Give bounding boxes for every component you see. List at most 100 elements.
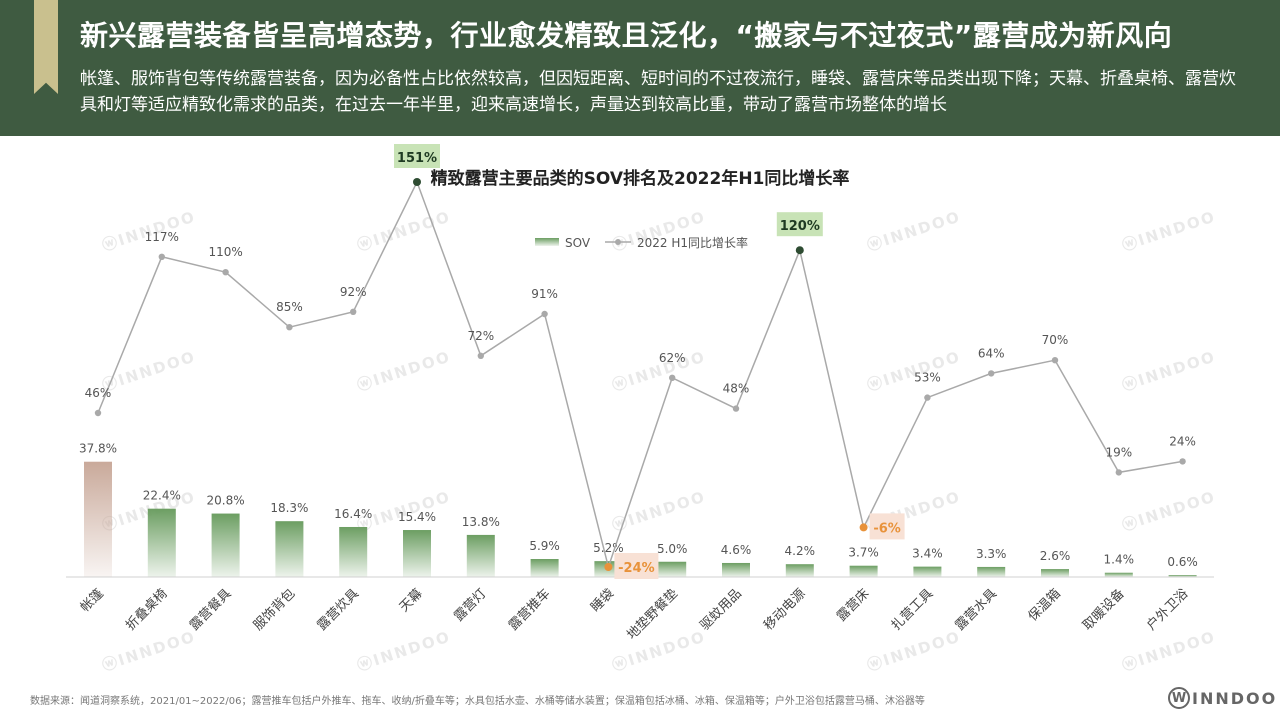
x-tick-label: 保温箱 [1025,586,1064,625]
x-tick-label: 服饰背包 [251,586,298,633]
growth-point [477,352,484,359]
growth-point-label: 72% [467,329,494,343]
sov-bar [722,562,750,577]
growth-point [732,405,740,412]
sov-bar [530,559,559,577]
growth-highlight-box [869,513,905,540]
x-tick-label: 露营水具 [953,586,1000,633]
x-tick-label: 移动电源 [761,586,808,633]
sov-bar-label: 4.6% [721,543,752,557]
sov-bar-label: 3.4% [912,547,943,561]
x-tick-label: 折叠桌椅 [123,586,170,633]
growth-highlight-box [776,212,823,237]
sov-bar [913,566,942,577]
growth-point [222,269,229,276]
data-source-note: 数据来源：闻道洞察系统，2021/01~2022/06；露营推车包括户外推车、拖… [30,696,925,707]
growth-point [1115,469,1123,476]
sov-bar-label: 37.8% [79,442,117,456]
x-tick-label: 帐篷 [78,586,107,615]
sov-bar [403,530,431,577]
x-tick-label: 户外卫浴 [1143,586,1191,634]
sov-bar-label: 0.6% [1167,555,1198,569]
growth-point-label: 46% [85,386,112,400]
legend-growth-marker [615,239,621,245]
sov-bar-label: 3.7% [848,546,879,560]
x-tick-label: 取暖设备 [1080,586,1128,634]
page-title: 新兴露营装备皆呈高增态势，行业愈发精致且泛化，“搬家与不过夜式”露营成为新风向 [80,19,1173,52]
growth-point [286,324,293,331]
growth-highlight-box [394,144,440,168]
sov-bar [147,508,176,577]
growth-point [1179,458,1186,465]
sov-bar-label: 2.6% [1040,549,1071,563]
x-tick-label: 露营餐具 [186,586,234,634]
growth-point [988,370,995,377]
sov-bar-label: 16.4% [334,507,372,521]
bookmark-ribbon-icon [34,0,58,94]
growth-point [924,394,931,401]
sov-bar-label: 5.0% [657,542,688,556]
growth-point-label: -24% [618,561,655,576]
x-tick-label: 天幕 [397,586,426,615]
growth-point [604,563,613,571]
growth-point-label: 85% [276,300,303,314]
growth-point [541,310,548,318]
growth-point-label: 62% [659,351,686,365]
sov-bar [211,513,240,577]
sov-bar-label: 20.8% [207,494,245,508]
growth-highlight-box [614,553,659,579]
sov-bar [1168,575,1197,577]
growth-point [350,308,357,315]
sov-bar-label: 22.4% [143,489,181,503]
growth-point-label: -6% [873,521,900,536]
x-tick-label: 露营推车 [505,586,553,634]
growth-point [859,523,868,532]
sov-bar-label: 13.8% [462,515,500,529]
x-tick-label: 地垫野餐垫 [624,586,681,643]
x-tick-label: 露营炊具 [315,586,362,633]
x-tick-label: 扎营工具 [889,586,936,633]
sov-bar [339,526,368,577]
x-tick-label: 驱蚊用品 [697,586,744,633]
growth-point-label: 151% [397,151,437,166]
sov-bar-label: 3.3% [976,547,1007,561]
sov-bar [1041,569,1069,577]
x-tick-label: 露营床 [834,586,872,624]
x-tick-label: 睡袋 [588,586,617,615]
sov-bar-label: 1.4% [1104,553,1135,567]
legend-sov-label: SOV [565,236,591,250]
growth-point-label: 64% [978,346,1005,360]
page-subtitle: 帐篷、服饰背包等传统露营装备，因为必备性占比依然较高，但因短距离、短时间的不过夜… [80,69,1236,115]
growth-point [1051,357,1059,364]
brand-logo: W INNDOO [1168,684,1277,712]
growth-point-label: 110% [208,245,242,259]
legend-growth-label: 2022 H1同比增长率 [637,235,748,250]
sov-bar [466,534,495,577]
growth-point-label: 24% [1169,434,1196,448]
sov-bar-label: 5.9% [529,539,560,553]
growth-point [795,246,804,255]
growth-point [413,178,421,186]
growth-line [97,180,1183,570]
growth-point-label: 92% [340,285,367,299]
chart-title: 精致露营主要品类的SOV排名及2022年H1同比增长率 [430,169,850,189]
sov-bar-label: 15.4% [398,510,436,524]
growth-point-label: 19% [1105,445,1132,459]
growth-point-label: 48% [723,382,750,396]
sov-bar [1104,572,1133,577]
sov-bar [84,461,112,577]
growth-point [669,374,676,381]
sov-bar [658,561,687,577]
growth-point-label: 91% [531,287,558,301]
header-banner: 新兴露营装备皆呈高增态势，行业愈发精致且泛化，“搬家与不过夜式”露营成为新风向 … [0,0,1280,136]
brand-name: INNDOO [1192,688,1278,708]
brand-mark-icon: W [1168,687,1190,709]
sov-bar-label: 18.3% [270,501,308,515]
x-tick-label: 露营灯 [451,586,489,624]
growth-point-label: 120% [780,219,820,234]
sov-bar [977,566,1006,577]
legend-sov-swatch [535,238,559,246]
sov-bar [275,521,304,577]
growth-point-label: 53% [914,371,941,385]
